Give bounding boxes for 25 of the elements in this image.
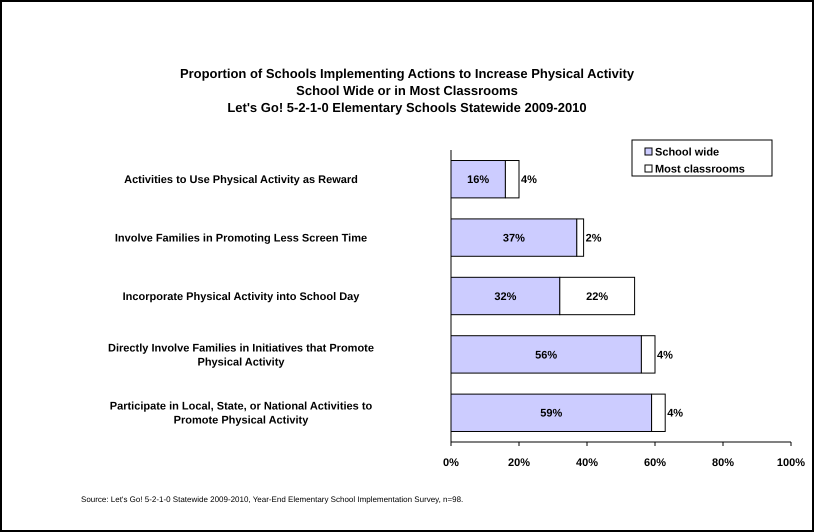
x-tick-label: 0% (443, 457, 460, 469)
source-note: Source: Let's Go! 5-2-1-0 Statewide 2009-2010, Year-End Elementary School Implementation Survey, n=98. (81, 495, 464, 504)
data-label: 4% (657, 349, 674, 362)
y-tick-label: Activities to Use Physical Activity as Reward (124, 174, 358, 186)
y-tick-label: Incorporate Physical Activity into School Day (122, 290, 360, 303)
data-label: 56% (535, 349, 558, 362)
y-tick-label: Directly Involve Families in Initiatives that Promote Physical Activity (108, 342, 374, 368)
data-label: 4% (521, 174, 538, 186)
x-tick-label: 20% (508, 457, 530, 469)
data-label: 32% (494, 290, 517, 303)
y-tick-label: Involve Families in Promoting Less Screen Time (114, 232, 368, 244)
x-tick-label: 80% (712, 457, 734, 469)
legend-label: Most classrooms (655, 163, 745, 176)
data-label: 4% (667, 408, 684, 420)
data-label: 2% (586, 232, 602, 244)
data-label: 37% (502, 232, 526, 244)
x-tick-label: 100% (776, 457, 806, 469)
data-label: 59% (540, 408, 563, 420)
data-label: 22% (586, 290, 608, 303)
x-tick-label: 60% (644, 457, 666, 469)
data-label: 16% (467, 174, 490, 186)
y-tick-label: Participate in Local, State, or National Activities to Promote Physical Activity (110, 400, 372, 427)
legend-label: School wide (655, 146, 720, 158)
x-tick-label: 40% (576, 457, 598, 469)
chart-title: Proportion of Schools Implementing Actions to Increase Physical Activity School Wide or in Most Classrooms Let's Go! 5-2-1-0 Elementary Schools Statewide 2009-2010 (180, 66, 635, 115)
